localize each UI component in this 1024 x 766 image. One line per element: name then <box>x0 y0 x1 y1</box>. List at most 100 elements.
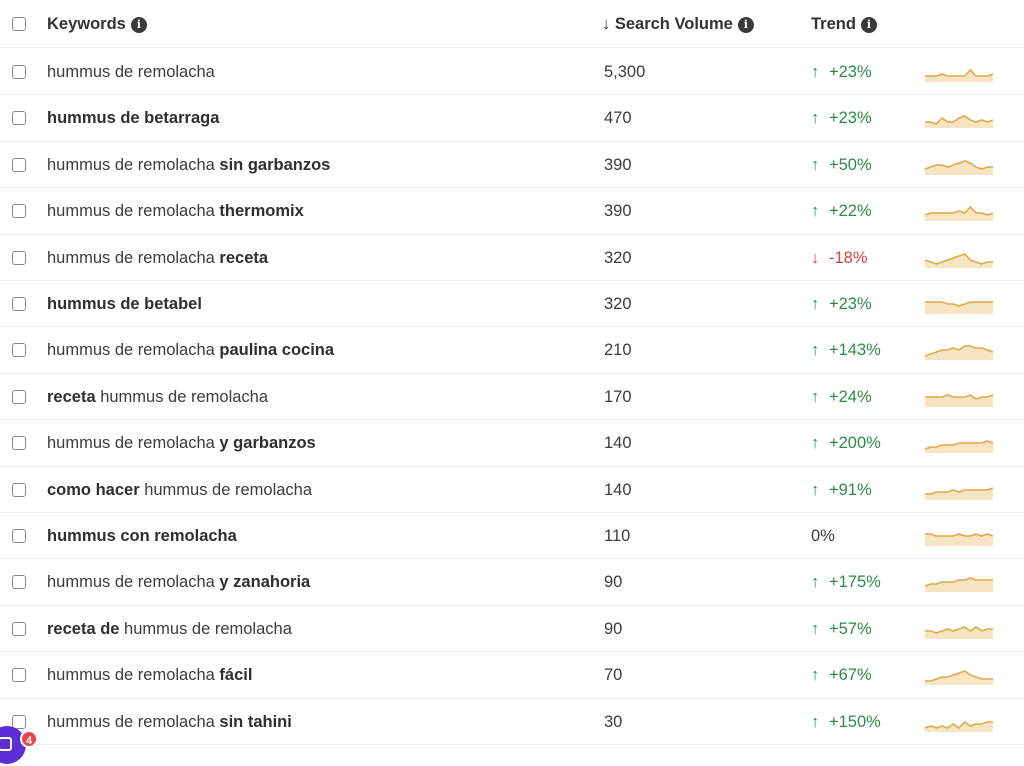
sparkline-line <box>924 440 994 450</box>
trend-sparkline[interactable] <box>924 292 994 316</box>
keyword-cell[interactable]: como hacer hummus de remolacha <box>47 481 312 500</box>
keyword-base: hummus de remolacha <box>47 666 220 685</box>
keyword-base: hummus de remolacha <box>47 341 220 360</box>
table-row[interactable]: como hacer hummus de remolacha 140 ↑ +91% <box>0 467 1024 513</box>
table-row[interactable]: hummus de betabel 320 ↑ +23% <box>0 281 1024 328</box>
trend-sparkline[interactable] <box>924 663 994 687</box>
table-row[interactable]: hummus de remolacha y zanahoria 90 ↑ +175% <box>0 559 1024 606</box>
table-row[interactable]: hummus de remolacha sin garbanzos 390 ↑ +50… <box>0 142 1024 189</box>
trend-cell: ↑ +23% <box>811 295 872 314</box>
keyword-cell[interactable]: hummus de remolacha paulina cocina <box>47 341 334 360</box>
trend-cell: ↑ +150% <box>811 713 881 732</box>
row-checkbox[interactable] <box>12 714 26 729</box>
row-checkbox[interactable] <box>12 668 26 683</box>
row-checkbox[interactable] <box>12 297 26 311</box>
keyword-base: hummus de remolacha <box>95 387 269 406</box>
sparkline-area <box>925 394 993 407</box>
column-header-trend[interactable]: Trend i <box>811 15 877 34</box>
arrow-up-icon: ↑ <box>811 295 820 313</box>
keyword-cell[interactable]: hummus de remolacha sin tahini <box>47 713 292 732</box>
row-checkbox[interactable] <box>12 621 26 636</box>
keyword-cell[interactable]: hummus de remolacha thermomix <box>47 202 304 221</box>
arrow-up-icon: ↑ <box>811 480 820 499</box>
table-row[interactable]: hummus de remolacha sin tahini 30 ↑ +150% <box>0 699 1024 745</box>
keyword-cell[interactable]: hummus de remolacha receta <box>47 249 268 268</box>
keyword-modifier: hummus con remolacha <box>47 527 237 545</box>
info-icon[interactable]: i <box>737 17 754 33</box>
sparkline-area <box>925 534 993 546</box>
keyword-cell[interactable]: hummus de remolacha <box>47 63 215 82</box>
trend-sparkline[interactable] <box>924 710 994 734</box>
sparkline-line <box>925 533 994 537</box>
trend-sparkline[interactable] <box>924 617 994 641</box>
search-volume-cell: 110 <box>604 527 631 545</box>
row-checkbox[interactable] <box>12 575 26 590</box>
keyword-base: hummus de remolacha <box>47 202 220 221</box>
table-row[interactable]: hummus de remolacha thermomix 390 ↑ +22% <box>0 188 1024 235</box>
table-row[interactable]: hummus de betarraga 470 ↑ +23% <box>0 95 1024 142</box>
search-volume-cell: 470 <box>604 109 632 128</box>
table-row[interactable]: hummus de remolacha receta 320 ↓ -18% <box>0 235 1024 281</box>
keyword-cell[interactable]: hummus de remolacha fácil <box>47 666 252 685</box>
trend-value: +57% <box>829 619 872 638</box>
chat-widget[interactable]: 4 <box>0 726 38 766</box>
trend-value: +23% <box>829 109 872 128</box>
select-all-checkbox[interactable] <box>12 17 26 31</box>
keyword-cell[interactable]: hummus de remolacha y garbanzos <box>47 434 316 453</box>
column-header-keywords[interactable]: Keywords i <box>47 15 147 34</box>
table-row[interactable]: receta de hummus de remolacha 90 ↑ +57% <box>0 606 1024 653</box>
sparkline-line <box>924 577 993 588</box>
row-checkbox[interactable] <box>12 482 26 497</box>
table-row[interactable]: hummus de remolacha 5,300 ↑ +23% <box>0 49 1024 96</box>
trend-sparkline[interactable] <box>924 431 994 455</box>
trend-sparkline[interactable] <box>924 478 994 502</box>
row-checkbox[interactable] <box>12 65 26 79</box>
keyword-cell[interactable]: hummus de betabel <box>47 295 202 314</box>
keyword-cell[interactable]: receta hummus de remolacha <box>47 388 268 407</box>
trend-sparkline[interactable] <box>924 385 994 409</box>
row-checkbox[interactable] <box>12 157 26 172</box>
table-row[interactable]: hummus de remolacha fácil 70 ↑ +67% <box>0 652 1024 699</box>
arrow-up-icon: ↑ <box>811 573 820 592</box>
table-row[interactable]: receta hummus de remolacha 170 ↑ +24% <box>0 374 1024 421</box>
trend-value: -18% <box>829 248 868 267</box>
row-checkbox[interactable] <box>12 343 26 358</box>
trend-sparkline[interactable] <box>924 199 994 223</box>
row-checkbox[interactable] <box>12 204 26 219</box>
search-volume-cell: 30 <box>604 712 623 731</box>
keyword-cell[interactable]: hummus de remolacha sin garbanzos <box>47 156 330 175</box>
keyword-cell[interactable]: receta de hummus de remolacha <box>47 620 292 639</box>
trend-value: +143% <box>829 341 881 360</box>
arrow-up-icon: ↑ <box>811 109 820 128</box>
info-icon[interactable]: i <box>130 17 147 33</box>
row-checkbox[interactable] <box>12 389 26 404</box>
trend-cell: 0% <box>811 527 835 546</box>
column-header-search-volume[interactable]: ↓ Search Volume i <box>602 15 754 34</box>
arrow-up-icon: ↑ <box>811 155 820 174</box>
trend-sparkline[interactable] <box>924 106 994 130</box>
row-checkbox[interactable] <box>12 111 26 126</box>
arrow-up-icon: ↑ <box>811 387 820 406</box>
search-volume-cell: 140 <box>604 434 632 453</box>
trend-cell: ↑ +175% <box>811 573 881 592</box>
keyword-cell[interactable]: hummus de betarraga <box>47 109 219 128</box>
trend-sparkline[interactable] <box>924 246 994 270</box>
keyword-cell[interactable]: hummus de remolacha y zanahoria <box>47 573 310 592</box>
trend-sparkline[interactable] <box>924 524 994 548</box>
row-checkbox[interactable] <box>12 529 26 543</box>
sparkline-line <box>925 393 994 400</box>
keyword-cell[interactable]: hummus con remolacha <box>47 527 237 546</box>
trend-sparkline[interactable] <box>924 338 994 362</box>
info-icon[interactable]: i <box>860 17 877 33</box>
table-row[interactable]: hummus de remolacha paulina cocina 210 ↑ +1… <box>0 327 1024 374</box>
keyword-modifier: receta <box>219 248 269 267</box>
trend-value: +200% <box>829 434 881 453</box>
table-row[interactable]: hummus de remolacha y garbanzos 140 ↑ +200% <box>0 420 1024 467</box>
trend-sparkline[interactable] <box>924 153 994 177</box>
table-row[interactable]: hummus con remolacha 110 0% <box>0 513 1024 560</box>
trend-sparkline[interactable] <box>924 60 994 84</box>
keyword-base: hummus de remolacha <box>47 573 220 592</box>
row-checkbox[interactable] <box>12 436 26 451</box>
row-checkbox[interactable] <box>12 250 26 265</box>
trend-sparkline[interactable] <box>924 570 994 594</box>
